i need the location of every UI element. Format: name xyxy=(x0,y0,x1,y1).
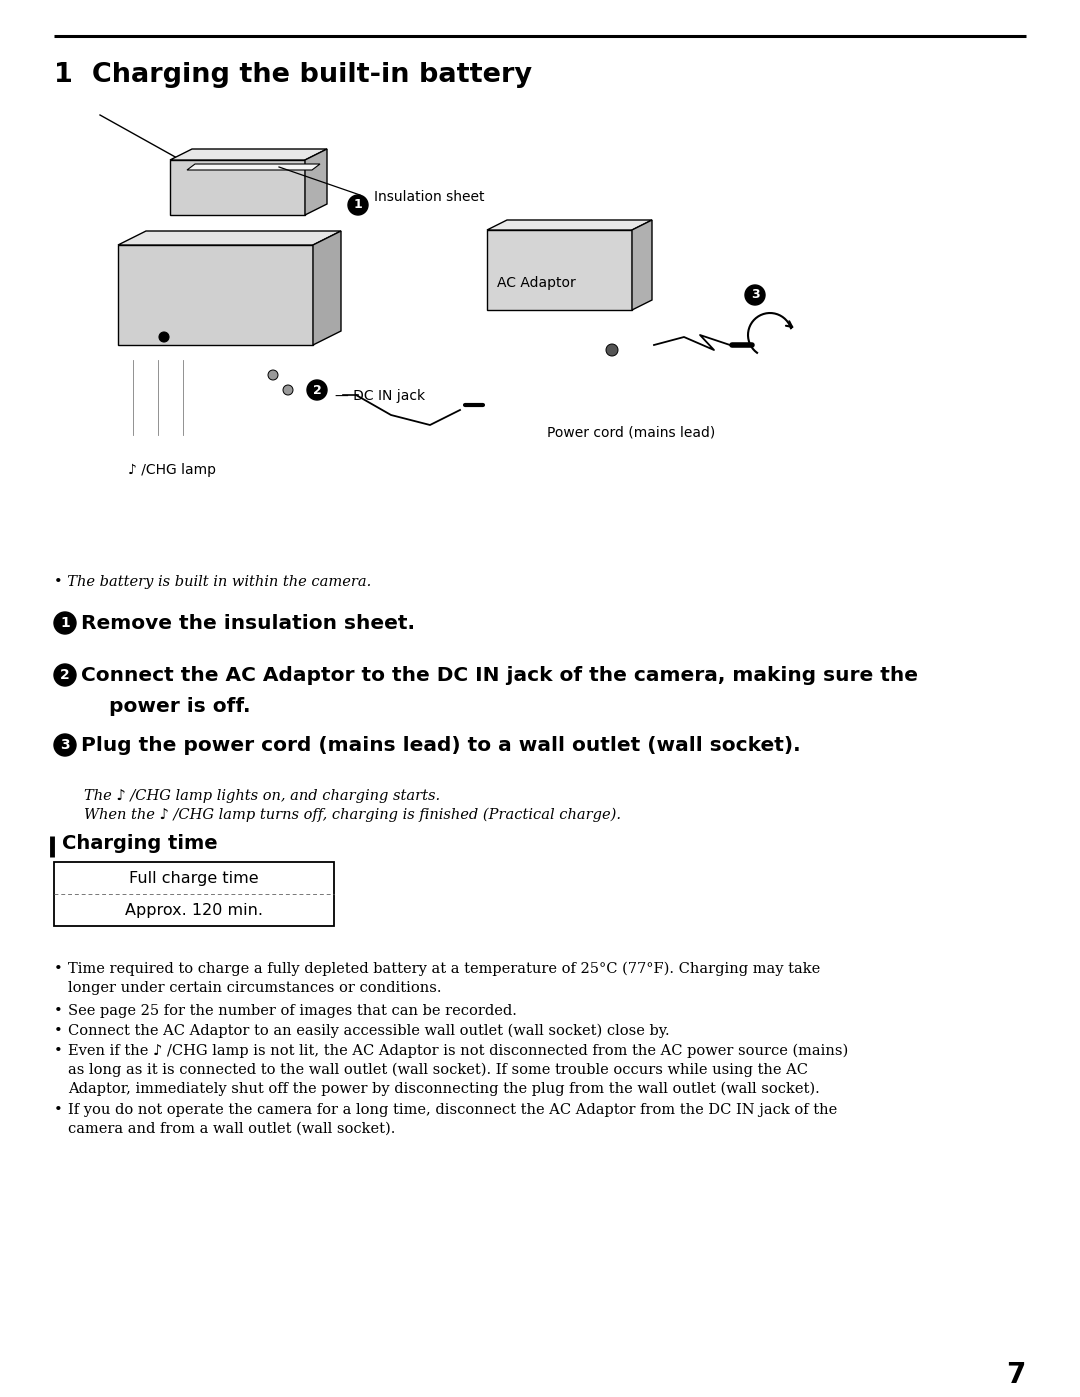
Circle shape xyxy=(606,344,618,356)
Polygon shape xyxy=(487,219,652,231)
Text: Plug the power cord (mains lead) to a wall outlet (wall socket).: Plug the power cord (mains lead) to a wa… xyxy=(81,736,800,754)
Text: 1: 1 xyxy=(60,616,70,630)
Polygon shape xyxy=(487,231,632,310)
Text: Connect the AC Adaptor to an easily accessible wall outlet (wall socket) close b: Connect the AC Adaptor to an easily acce… xyxy=(68,1024,670,1038)
Circle shape xyxy=(54,612,76,634)
Text: — DC IN jack: — DC IN jack xyxy=(335,388,426,402)
Text: Time required to charge a fully depleted battery at a temperature of 25°C (77°F): Time required to charge a fully depleted… xyxy=(68,963,820,977)
Text: Power cord (mains lead): Power cord (mains lead) xyxy=(546,425,715,439)
Circle shape xyxy=(348,196,368,215)
Text: Remove the insulation sheet.: Remove the insulation sheet. xyxy=(81,615,415,633)
FancyBboxPatch shape xyxy=(54,862,334,926)
Circle shape xyxy=(268,370,278,380)
Text: longer under certain circumstances or conditions.: longer under certain circumstances or co… xyxy=(68,981,442,995)
Polygon shape xyxy=(187,163,320,170)
Text: If you do not operate the camera for a long time, disconnect the AC Adaptor from: If you do not operate the camera for a l… xyxy=(68,1104,837,1118)
Text: •: • xyxy=(54,1024,63,1038)
Text: power is off.: power is off. xyxy=(81,697,251,717)
Text: The ♪ /CHG lamp lights on, and charging starts.: The ♪ /CHG lamp lights on, and charging … xyxy=(84,789,441,803)
Text: Charging time: Charging time xyxy=(62,834,218,854)
Text: 2: 2 xyxy=(312,384,322,397)
Text: When the ♪ /CHG lamp turns off, charging is finished (Practical charge).: When the ♪ /CHG lamp turns off, charging… xyxy=(84,807,621,823)
Text: 1  Charging the built-in battery: 1 Charging the built-in battery xyxy=(54,61,532,88)
Text: •: • xyxy=(54,1044,63,1058)
Circle shape xyxy=(283,386,293,395)
Text: ♪ /CHG lamp: ♪ /CHG lamp xyxy=(129,462,216,476)
Text: 3: 3 xyxy=(751,289,759,302)
Polygon shape xyxy=(118,244,313,345)
Text: Approx. 120 min.: Approx. 120 min. xyxy=(125,902,264,918)
Text: camera and from a wall outlet (wall socket).: camera and from a wall outlet (wall sock… xyxy=(68,1122,395,1136)
Polygon shape xyxy=(118,231,341,244)
Text: 2: 2 xyxy=(60,668,70,682)
Circle shape xyxy=(745,285,765,305)
Circle shape xyxy=(307,380,327,400)
Polygon shape xyxy=(305,149,327,215)
Circle shape xyxy=(54,664,76,686)
Text: Connect the AC Adaptor to the DC IN jack of the camera, making sure the: Connect the AC Adaptor to the DC IN jack… xyxy=(81,666,918,685)
Circle shape xyxy=(159,332,168,342)
Text: See page 25 for the number of images that can be recorded.: See page 25 for the number of images tha… xyxy=(68,1004,517,1018)
Text: 7: 7 xyxy=(1007,1361,1026,1389)
Text: •: • xyxy=(54,1004,63,1018)
Polygon shape xyxy=(313,231,341,345)
Polygon shape xyxy=(632,219,652,310)
Text: •: • xyxy=(54,1104,63,1118)
Text: Insulation sheet: Insulation sheet xyxy=(374,190,485,204)
Text: Adaptor, immediately shut off the power by disconnecting the plug from the wall : Adaptor, immediately shut off the power … xyxy=(68,1083,820,1097)
Circle shape xyxy=(54,733,76,756)
Polygon shape xyxy=(170,161,305,215)
Text: AC Adaptor: AC Adaptor xyxy=(497,277,576,291)
Text: • The battery is built in within the camera.: • The battery is built in within the cam… xyxy=(54,576,372,590)
Text: •: • xyxy=(54,963,63,977)
Text: Full charge time: Full charge time xyxy=(130,870,259,886)
Polygon shape xyxy=(170,149,327,161)
Text: 1: 1 xyxy=(353,198,363,211)
Text: as long as it is connected to the wall outlet (wall socket). If some trouble occ: as long as it is connected to the wall o… xyxy=(68,1063,808,1077)
Text: 3: 3 xyxy=(60,738,70,752)
Text: Even if the ♪ /CHG lamp is not lit, the AC Adaptor is not disconnected from the : Even if the ♪ /CHG lamp is not lit, the … xyxy=(68,1044,848,1059)
